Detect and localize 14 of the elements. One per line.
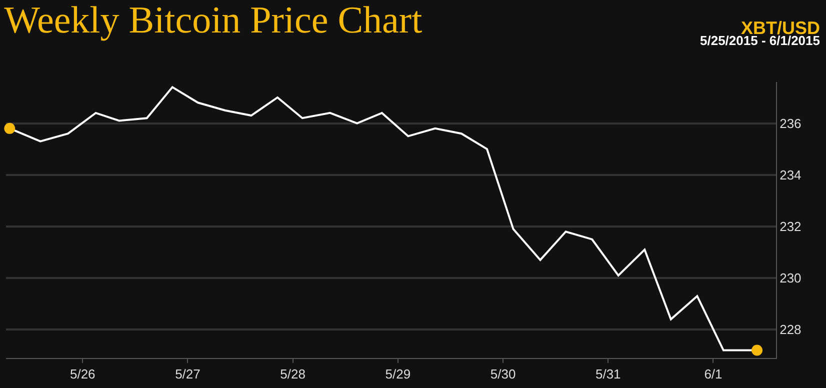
x-tick-label: 6/1 [704, 366, 722, 382]
y-tick-label: 230 [780, 270, 802, 286]
x-tick-label: 5/30 [490, 366, 516, 382]
y-tick-label: 234 [780, 167, 802, 182]
text: 5/25/2015 - 6/1/2015 [700, 33, 820, 48]
chart-title: Weekly Bitcoin Price Chart [4, 0, 423, 42]
x-tick-label: 5/28 [280, 366, 306, 382]
y-tick-label: 228 [780, 322, 802, 338]
y-tick-label: 232 [780, 219, 802, 234]
x-tick-label: 5/27 [175, 366, 200, 382]
x-tick-label: 5/29 [385, 366, 411, 382]
x-tick-label: 5/31 [595, 366, 621, 382]
x-tick-label: 5/26 [70, 366, 96, 382]
y-tick-label: 236 [780, 116, 802, 131]
